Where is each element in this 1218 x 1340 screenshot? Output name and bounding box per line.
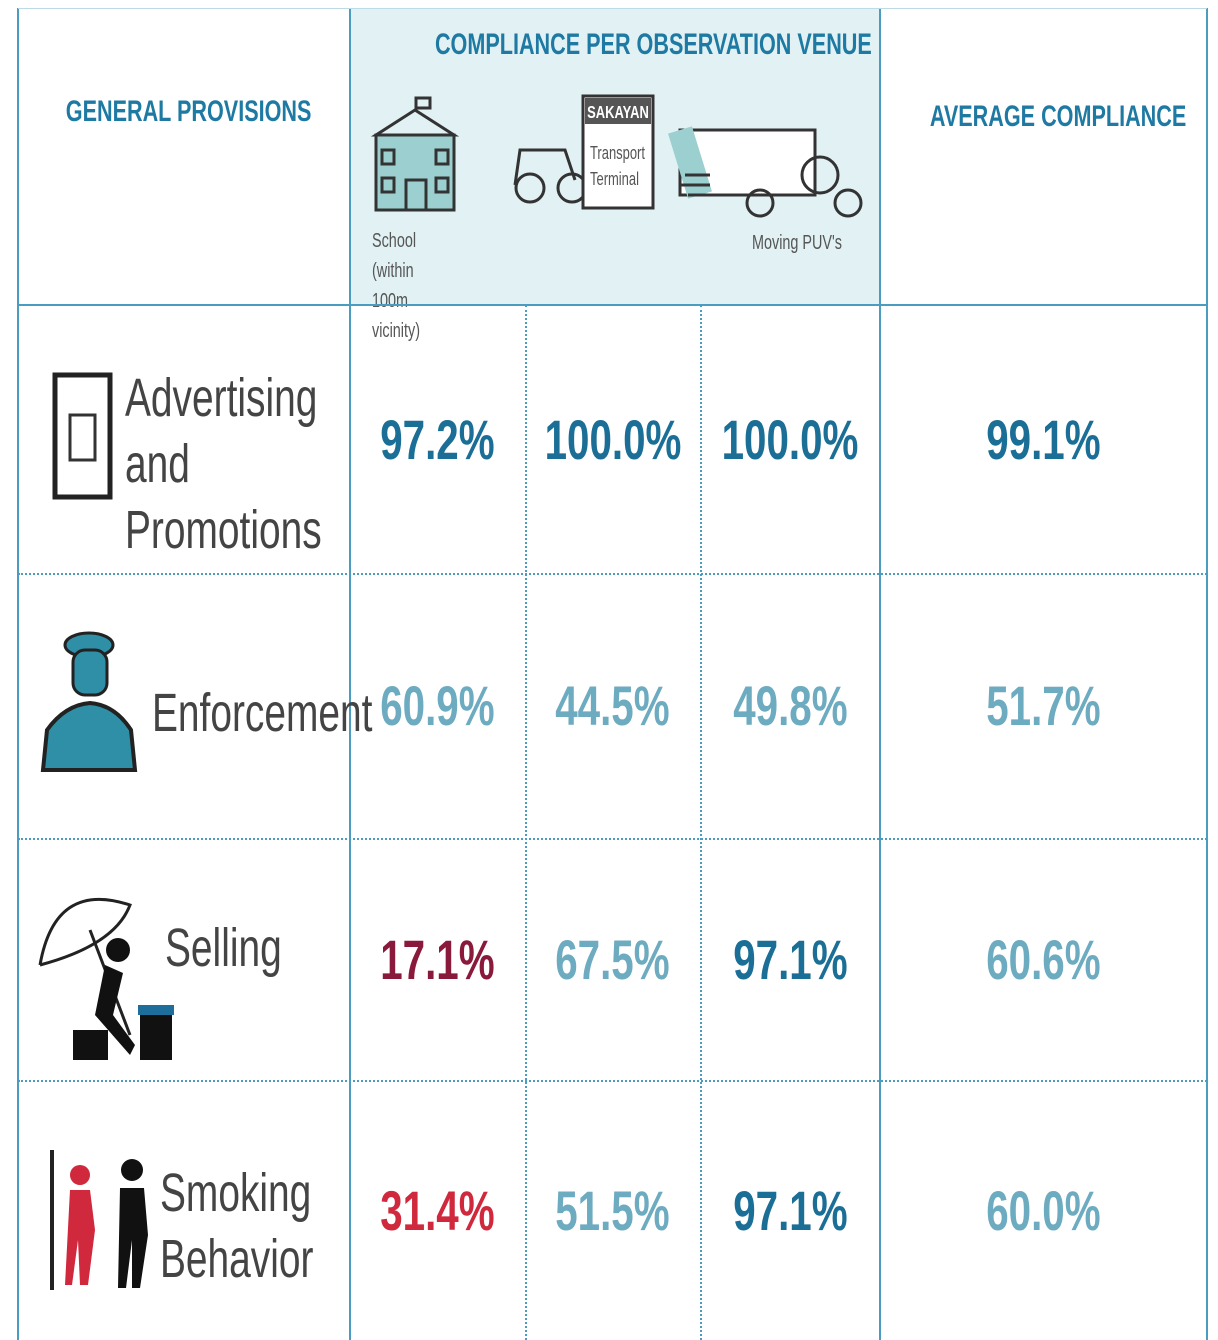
venue-title: COMPLIANCE PER OBSERVATION VENUE: [350, 28, 880, 62]
value-text: 99.1%: [986, 407, 1101, 471]
column-line: [17, 8, 19, 1340]
venue-label: School (within 100m vicinity): [372, 226, 452, 346]
average-header: AVERAGE COMPLIANCE: [880, 100, 1207, 134]
row-divider: [18, 838, 1207, 840]
value-text: 60.9%: [380, 674, 495, 737]
value-cell: 100.0%: [525, 305, 700, 573]
terminal-label: Transport Terminal: [590, 143, 645, 189]
value-cell: 31.4%: [350, 1080, 525, 1340]
header-text: GENERAL PROVISIONS: [65, 95, 312, 128]
venue-label: Moving PUV's: [752, 228, 877, 258]
sign-text: SAKAYAN: [587, 103, 649, 123]
column-divider: [525, 305, 527, 1340]
value-cell: 97.2%: [350, 305, 525, 573]
value-text: 100.0%: [544, 407, 681, 471]
value-text: 31.4%: [380, 1178, 495, 1242]
value-cell: 51.5%: [525, 1080, 700, 1340]
column-line: [1206, 8, 1208, 1340]
value-cell: 60.6%: [880, 838, 1207, 1080]
value-text: 97.2%: [380, 407, 495, 471]
value-cell: 100.0%: [700, 305, 880, 573]
row-divider: [18, 1080, 1207, 1082]
column-divider: [700, 305, 702, 1340]
value-cell: 97.1%: [700, 838, 880, 1080]
value-text: 60.0%: [986, 1178, 1101, 1242]
value-cell: 99.1%: [880, 305, 1207, 573]
row-divider: [18, 573, 1207, 575]
venue-text: School (within 100m vicinity): [372, 230, 421, 342]
header-line: [18, 304, 1207, 306]
value-text: 100.0%: [721, 407, 859, 471]
provision-label: Selling: [165, 915, 325, 981]
value-text: 97.1%: [732, 927, 848, 991]
provision-text: Selling: [165, 918, 282, 978]
provision-label: Enforcement: [152, 680, 373, 746]
value-cell: 60.9%: [350, 573, 525, 838]
provision-text: Enforcement: [152, 683, 373, 743]
value-text: 67.5%: [555, 927, 670, 991]
venue-text: Transport Terminal: [590, 143, 645, 189]
smoking-icon: [50, 1150, 148, 1290]
value-text: 17.1%: [380, 927, 495, 991]
ad-icon: [52, 372, 113, 500]
provision-text: Smoking Behavior: [160, 1163, 314, 1289]
general-provisions-header: GENERAL PROVISIONS: [18, 95, 350, 129]
value-cell: 51.7%: [880, 573, 1207, 838]
value-cell: 44.5%: [525, 573, 700, 838]
value-text: 60.6%: [986, 927, 1101, 991]
provision-label: Smoking Behavior: [160, 1160, 320, 1292]
provision-text: Advertising and Promotions: [125, 368, 322, 560]
value-text: 51.7%: [986, 674, 1101, 737]
venue-icons: SAKAYAN Transport Terminal: [370, 94, 863, 218]
venue-text: Moving PUV's: [752, 232, 842, 254]
header-text: AVERAGE COMPLIANCE: [929, 100, 1187, 133]
value-cell: 17.1%: [350, 838, 525, 1080]
column-line: [349, 8, 351, 1340]
value-text: 51.5%: [555, 1178, 670, 1242]
enforcement-icon: [40, 631, 138, 772]
value-cell: 49.8%: [700, 573, 880, 838]
header-text: COMPLIANCE PER OBSERVATION VENUE: [434, 28, 872, 61]
value-cell: 67.5%: [525, 838, 700, 1080]
column-line: [879, 8, 881, 1340]
value-cell: 60.0%: [880, 1080, 1207, 1340]
provision-label: Advertising and Promotions: [125, 365, 355, 563]
value-cell: 97.1%: [700, 1080, 880, 1340]
value-text: 97.1%: [732, 1178, 848, 1242]
value-text: 49.8%: [732, 674, 848, 737]
selling-icon: [38, 897, 174, 1060]
header-line: [18, 8, 1207, 9]
value-text: 44.5%: [555, 674, 670, 737]
